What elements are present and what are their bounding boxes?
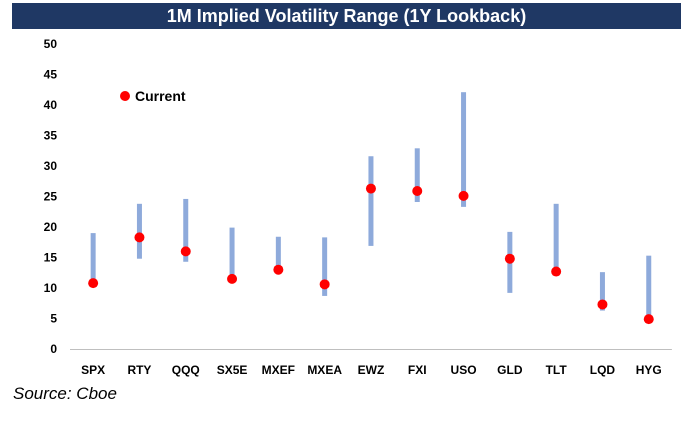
y-tick-label: 40	[44, 98, 58, 112]
y-tick-label: 15	[44, 251, 58, 265]
current-point	[365, 183, 376, 194]
current-point	[551, 266, 562, 277]
x-tick-label: FXI	[408, 363, 427, 377]
current-point	[319, 279, 330, 290]
source-note: Source: Cboe	[13, 384, 117, 403]
current-point	[273, 264, 284, 275]
y-axis: 0 5 10 15 20 25 30 35 40 45 50	[44, 37, 58, 356]
x-tick-label: LQD	[590, 363, 616, 377]
x-tick-label: SX5E	[217, 363, 248, 377]
y-tick-label: 5	[50, 312, 57, 326]
range-bar	[646, 255, 652, 323]
y-tick-label: 30	[44, 159, 58, 173]
current-point	[458, 190, 469, 201]
y-tick-label: 20	[44, 220, 58, 234]
x-tick-label: MXEA	[307, 363, 342, 377]
x-tick-label: TLT	[546, 363, 568, 377]
y-tick-label: 0	[50, 342, 57, 356]
x-tick-label: EWZ	[358, 363, 385, 377]
current-point	[227, 273, 238, 284]
current-point	[134, 232, 145, 243]
legend: Current	[120, 88, 186, 104]
y-tick-label: 10	[44, 281, 58, 295]
current-point	[504, 253, 515, 264]
range-bar	[322, 237, 328, 296]
range-bar	[136, 203, 142, 259]
current-point	[643, 314, 654, 325]
current-point	[412, 186, 423, 197]
x-tick-label: SPX	[81, 363, 105, 377]
y-tick-label: 25	[44, 190, 58, 204]
range-bar	[368, 156, 374, 246]
range-bar	[461, 92, 467, 207]
y-tick-label: 45	[44, 68, 58, 82]
legend-label: Current	[135, 88, 186, 104]
range-bar	[553, 203, 559, 272]
current-point	[88, 278, 99, 289]
x-tick-label: MXEF	[262, 363, 295, 377]
x-tick-label: GLD	[497, 363, 523, 377]
chart-title: 1M Implied Volatility Range (1Y Lookback…	[12, 3, 681, 29]
x-tick-label: USO	[451, 363, 477, 377]
y-tick-label: 35	[44, 129, 58, 143]
x-tick-label: QQQ	[172, 363, 200, 377]
current-point	[180, 246, 191, 257]
current-points	[88, 183, 654, 325]
range-bar	[229, 227, 235, 282]
x-tick-label: HYG	[636, 363, 662, 377]
range-bar	[183, 198, 189, 262]
range-bar	[90, 233, 96, 282]
legend-marker	[120, 91, 130, 101]
range-bar	[599, 272, 605, 311]
range-bars	[90, 92, 652, 323]
x-axis: SPX RTY QQQ SX5E MXEF MXEA EWZ FXI USO GLD TLT LQD H…	[70, 349, 672, 377]
range-bar	[414, 148, 420, 202]
current-point	[597, 299, 608, 310]
range-bar	[275, 236, 281, 273]
x-tick-label: RTY	[127, 363, 151, 377]
y-tick-label: 50	[44, 37, 58, 51]
